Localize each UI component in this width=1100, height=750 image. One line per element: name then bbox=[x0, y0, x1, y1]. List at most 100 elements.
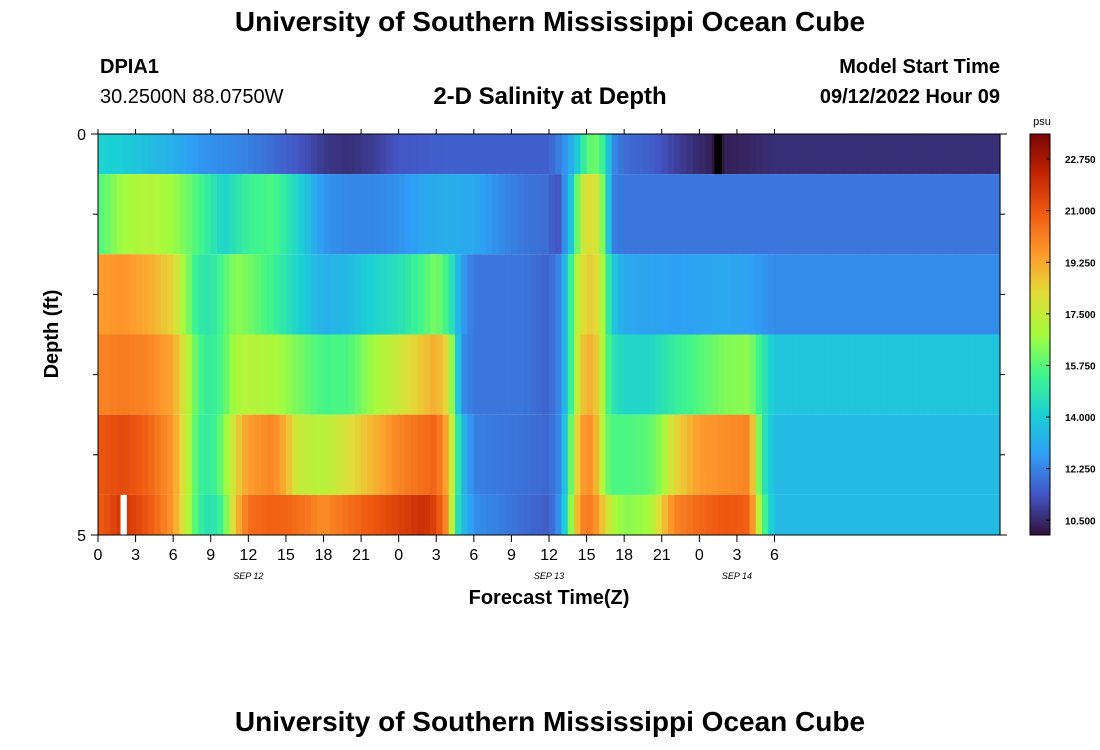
heatmap-cell bbox=[461, 174, 469, 255]
heatmap-cell bbox=[267, 334, 274, 415]
heatmap-cell bbox=[317, 414, 325, 495]
heatmap-cell bbox=[223, 174, 231, 255]
heatmap-cell bbox=[718, 334, 725, 415]
heatmap-cell bbox=[743, 414, 751, 495]
heatmap-cell bbox=[730, 254, 738, 335]
heatmap-cell bbox=[260, 414, 268, 495]
heatmap-cell bbox=[693, 414, 700, 495]
heatmap-cell bbox=[242, 134, 249, 175]
heatmap-cell bbox=[730, 414, 738, 495]
heatmap-cell bbox=[323, 174, 331, 255]
heatmap-cell bbox=[605, 334, 613, 415]
heatmap-cell bbox=[217, 254, 224, 335]
heatmap-cell bbox=[530, 414, 538, 495]
heatmap-cell bbox=[592, 334, 600, 415]
heatmap-cell bbox=[354, 414, 362, 495]
heatmap-cell bbox=[962, 334, 970, 415]
heatmap-cell bbox=[498, 254, 506, 335]
heatmap-cell bbox=[949, 174, 957, 255]
heatmap-cell bbox=[736, 254, 744, 335]
heatmap-cell bbox=[542, 494, 550, 535]
heatmap-cell bbox=[141, 254, 149, 335]
heatmap-cell bbox=[949, 494, 957, 535]
heatmap-cell bbox=[342, 414, 350, 495]
heatmap-cell bbox=[98, 134, 105, 175]
heatmap-cell bbox=[624, 494, 632, 535]
heatmap-cell bbox=[417, 174, 425, 255]
heatmap-cell bbox=[812, 134, 819, 175]
heatmap-cell bbox=[567, 254, 575, 335]
heatmap-cell bbox=[336, 494, 343, 535]
heatmap-cell bbox=[592, 414, 600, 495]
heatmap-cell bbox=[248, 414, 256, 495]
heatmap-cell bbox=[718, 254, 725, 335]
heatmap-cell bbox=[523, 254, 531, 335]
heatmap-cell bbox=[179, 494, 187, 535]
heatmap-cell bbox=[793, 334, 801, 415]
heatmap-cell bbox=[492, 494, 500, 535]
heatmap-cell bbox=[580, 254, 588, 335]
heatmap-cell bbox=[843, 334, 851, 415]
heatmap-cell bbox=[937, 414, 945, 495]
heatmap-cell bbox=[649, 334, 657, 415]
heatmap-cell bbox=[98, 174, 105, 255]
heatmap-cell bbox=[561, 254, 569, 335]
heatmap-cell bbox=[649, 134, 657, 175]
heatmap-cell bbox=[549, 254, 556, 335]
heatmap-cell bbox=[461, 134, 469, 175]
heatmap-cell bbox=[448, 134, 456, 175]
heatmap-cell bbox=[617, 414, 625, 495]
heatmap-cell bbox=[116, 134, 124, 175]
heatmap-cell bbox=[248, 254, 256, 335]
heatmap-cell bbox=[780, 134, 788, 175]
heatmap-cell bbox=[129, 414, 137, 495]
heatmap-cell bbox=[348, 494, 356, 535]
heatmap-cell bbox=[455, 134, 462, 175]
x-tick-label: 0 bbox=[695, 547, 704, 564]
heatmap-cell bbox=[599, 254, 606, 335]
heatmap-cell bbox=[636, 494, 644, 535]
heatmap-cell bbox=[956, 254, 964, 335]
heatmap-cell bbox=[699, 254, 707, 335]
heatmap-cell bbox=[555, 414, 563, 495]
heatmap-cell bbox=[104, 334, 112, 415]
heatmap-cell bbox=[367, 494, 375, 535]
heatmap-cell bbox=[649, 494, 657, 535]
heatmap-cell bbox=[599, 334, 606, 415]
heatmap-cell bbox=[636, 134, 644, 175]
heatmap-cell bbox=[668, 134, 675, 175]
heatmap-cell bbox=[429, 134, 437, 175]
heatmap-cell bbox=[824, 414, 832, 495]
heatmap-cell bbox=[310, 494, 318, 535]
heatmap-cell bbox=[304, 414, 312, 495]
heatmap-cell bbox=[680, 494, 688, 535]
heatmap-cell bbox=[354, 334, 362, 415]
heatmap-cell bbox=[711, 414, 719, 495]
heatmap-cell bbox=[166, 334, 174, 415]
heatmap-cell bbox=[642, 494, 650, 535]
heatmap-cell bbox=[423, 174, 431, 255]
colorbar: 22.750 21.000 19.250 17.500 15.750 14.000 12.2… bbox=[1029, 133, 1096, 536]
heatmap-cell bbox=[805, 254, 813, 335]
heatmap-cell bbox=[887, 254, 895, 335]
heatmap-cell bbox=[517, 414, 525, 495]
low-value-mark bbox=[714, 134, 722, 175]
heatmap-cell bbox=[780, 494, 788, 535]
heatmap-cell bbox=[198, 414, 206, 495]
heatmap-cell bbox=[310, 134, 318, 175]
heatmap-cell bbox=[217, 414, 224, 495]
heatmap-cell bbox=[323, 494, 331, 535]
heatmap-cell bbox=[605, 254, 613, 335]
heatmap-cell bbox=[686, 174, 694, 255]
heatmap-cell bbox=[567, 174, 575, 255]
heatmap-cell bbox=[962, 174, 970, 255]
heatmap-cell bbox=[918, 134, 926, 175]
heatmap-cell bbox=[542, 254, 550, 335]
heatmap-cell bbox=[154, 254, 162, 335]
heatmap-cell bbox=[981, 414, 989, 495]
heatmap-cell bbox=[404, 334, 412, 415]
heatmap-cell bbox=[498, 494, 506, 535]
heatmap-cell bbox=[204, 494, 212, 535]
heatmap-cell bbox=[724, 334, 732, 415]
heatmap-cell bbox=[818, 254, 826, 335]
